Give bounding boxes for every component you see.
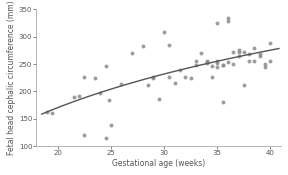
Point <box>263 65 267 68</box>
Point <box>226 61 230 64</box>
Point <box>226 16 230 19</box>
Point <box>194 64 198 67</box>
Point <box>215 22 219 24</box>
Point <box>151 76 156 79</box>
Point <box>247 60 251 62</box>
Point <box>162 30 166 33</box>
Point <box>103 64 108 67</box>
Point <box>215 60 219 63</box>
Point <box>236 51 241 54</box>
Point <box>178 68 182 71</box>
Point <box>268 60 273 62</box>
Point <box>188 77 193 80</box>
Point <box>252 46 257 49</box>
Point <box>119 83 124 86</box>
Point <box>236 54 241 57</box>
Point <box>204 62 209 64</box>
Point <box>257 53 262 56</box>
Point <box>242 83 246 86</box>
Point <box>263 63 267 65</box>
Point <box>247 52 251 55</box>
Point <box>82 134 87 136</box>
Point <box>93 76 97 79</box>
Point <box>130 52 134 55</box>
Point <box>77 94 81 97</box>
Point <box>204 61 209 64</box>
Point <box>220 101 225 104</box>
Point <box>231 51 236 54</box>
Point <box>231 62 236 65</box>
Point <box>45 110 49 113</box>
Point <box>257 54 262 57</box>
Point <box>215 65 219 68</box>
Point <box>141 44 145 47</box>
Point <box>183 75 187 78</box>
Point <box>194 60 198 63</box>
Point <box>167 76 172 79</box>
X-axis label: Gestational age (weeks): Gestational age (weeks) <box>112 159 205 168</box>
Point <box>146 84 150 87</box>
Point <box>215 62 219 64</box>
Y-axis label: Fetal head cephalic circumference (mm): Fetal head cephalic circumference (mm) <box>7 1 16 155</box>
Point <box>210 64 214 67</box>
Point <box>268 42 273 45</box>
Point <box>210 76 214 79</box>
Point <box>156 98 161 100</box>
Point <box>82 76 87 79</box>
Point <box>204 60 209 63</box>
Point <box>71 96 76 98</box>
Point <box>242 51 246 54</box>
Point <box>220 63 225 66</box>
Point <box>98 92 103 94</box>
Point <box>151 76 156 79</box>
Point <box>50 112 55 115</box>
Point <box>220 64 225 67</box>
Point <box>199 52 204 55</box>
Point <box>103 136 108 139</box>
Point <box>109 124 113 127</box>
Point <box>107 99 111 102</box>
Point <box>252 60 257 62</box>
Point <box>236 49 241 52</box>
Point <box>167 44 172 46</box>
Point <box>173 82 177 85</box>
Point <box>226 20 230 23</box>
